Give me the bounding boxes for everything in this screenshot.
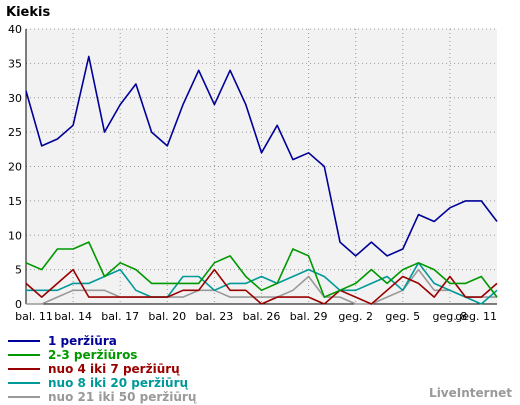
legend-swatch bbox=[8, 396, 40, 398]
y-tick-label: 10 bbox=[8, 229, 22, 242]
series-line bbox=[25, 268, 498, 305]
legend-label: nuo 4 iki 7 peržiūrų bbox=[48, 362, 180, 376]
x-tick-label: bal. 26 bbox=[243, 310, 281, 323]
y-tick-label: 30 bbox=[8, 92, 22, 105]
liveinternet-brand: LiveInternet bbox=[429, 386, 512, 400]
legend-label: nuo 21 iki 50 peržiūrų bbox=[48, 390, 197, 404]
legend-swatch bbox=[8, 368, 40, 370]
legend-label: 1 peržiūra bbox=[48, 334, 117, 348]
y-tick-label: 20 bbox=[8, 161, 22, 174]
legend-swatch bbox=[8, 382, 40, 384]
x-tick-label: bal. 14 bbox=[54, 310, 92, 323]
x-tick-label: bal. 20 bbox=[148, 310, 186, 323]
chart-title: Kiekis bbox=[6, 5, 50, 20]
x-tick-label: geg. 8 bbox=[433, 310, 468, 323]
x-tick-label: bal. 23 bbox=[196, 310, 234, 323]
legend-label: nuo 8 iki 20 peržiūrų bbox=[48, 376, 189, 390]
x-tick-label: geg. 2 bbox=[338, 310, 373, 323]
series-line bbox=[25, 55, 498, 257]
y-tick-label: 35 bbox=[8, 57, 22, 70]
y-tick-label: 0 bbox=[15, 298, 22, 311]
y-tick-label: 5 bbox=[15, 264, 22, 277]
legend-swatch bbox=[8, 340, 40, 342]
y-tick-label: 25 bbox=[8, 126, 22, 139]
series-line bbox=[25, 241, 498, 298]
y-tick-label: 40 bbox=[8, 23, 22, 36]
series-line bbox=[26, 268, 497, 305]
legend-swatch bbox=[8, 354, 40, 356]
line-chart: Kiekis 0 5 10 15 20 25 30 35 40 bal. 11 bal. 14 bal… bbox=[6, 5, 498, 323]
x-tick-label: bal. 11 bbox=[15, 310, 53, 323]
y-tick-label: 15 bbox=[8, 195, 22, 208]
x-tick-label: bal. 17 bbox=[101, 310, 139, 323]
x-tick-label: geg. 11 bbox=[455, 310, 497, 323]
legend-label: 2-3 peržiūros bbox=[48, 348, 138, 362]
x-tick-label: geg. 5 bbox=[385, 310, 420, 323]
x-tick-label: bal. 29 bbox=[290, 310, 328, 323]
